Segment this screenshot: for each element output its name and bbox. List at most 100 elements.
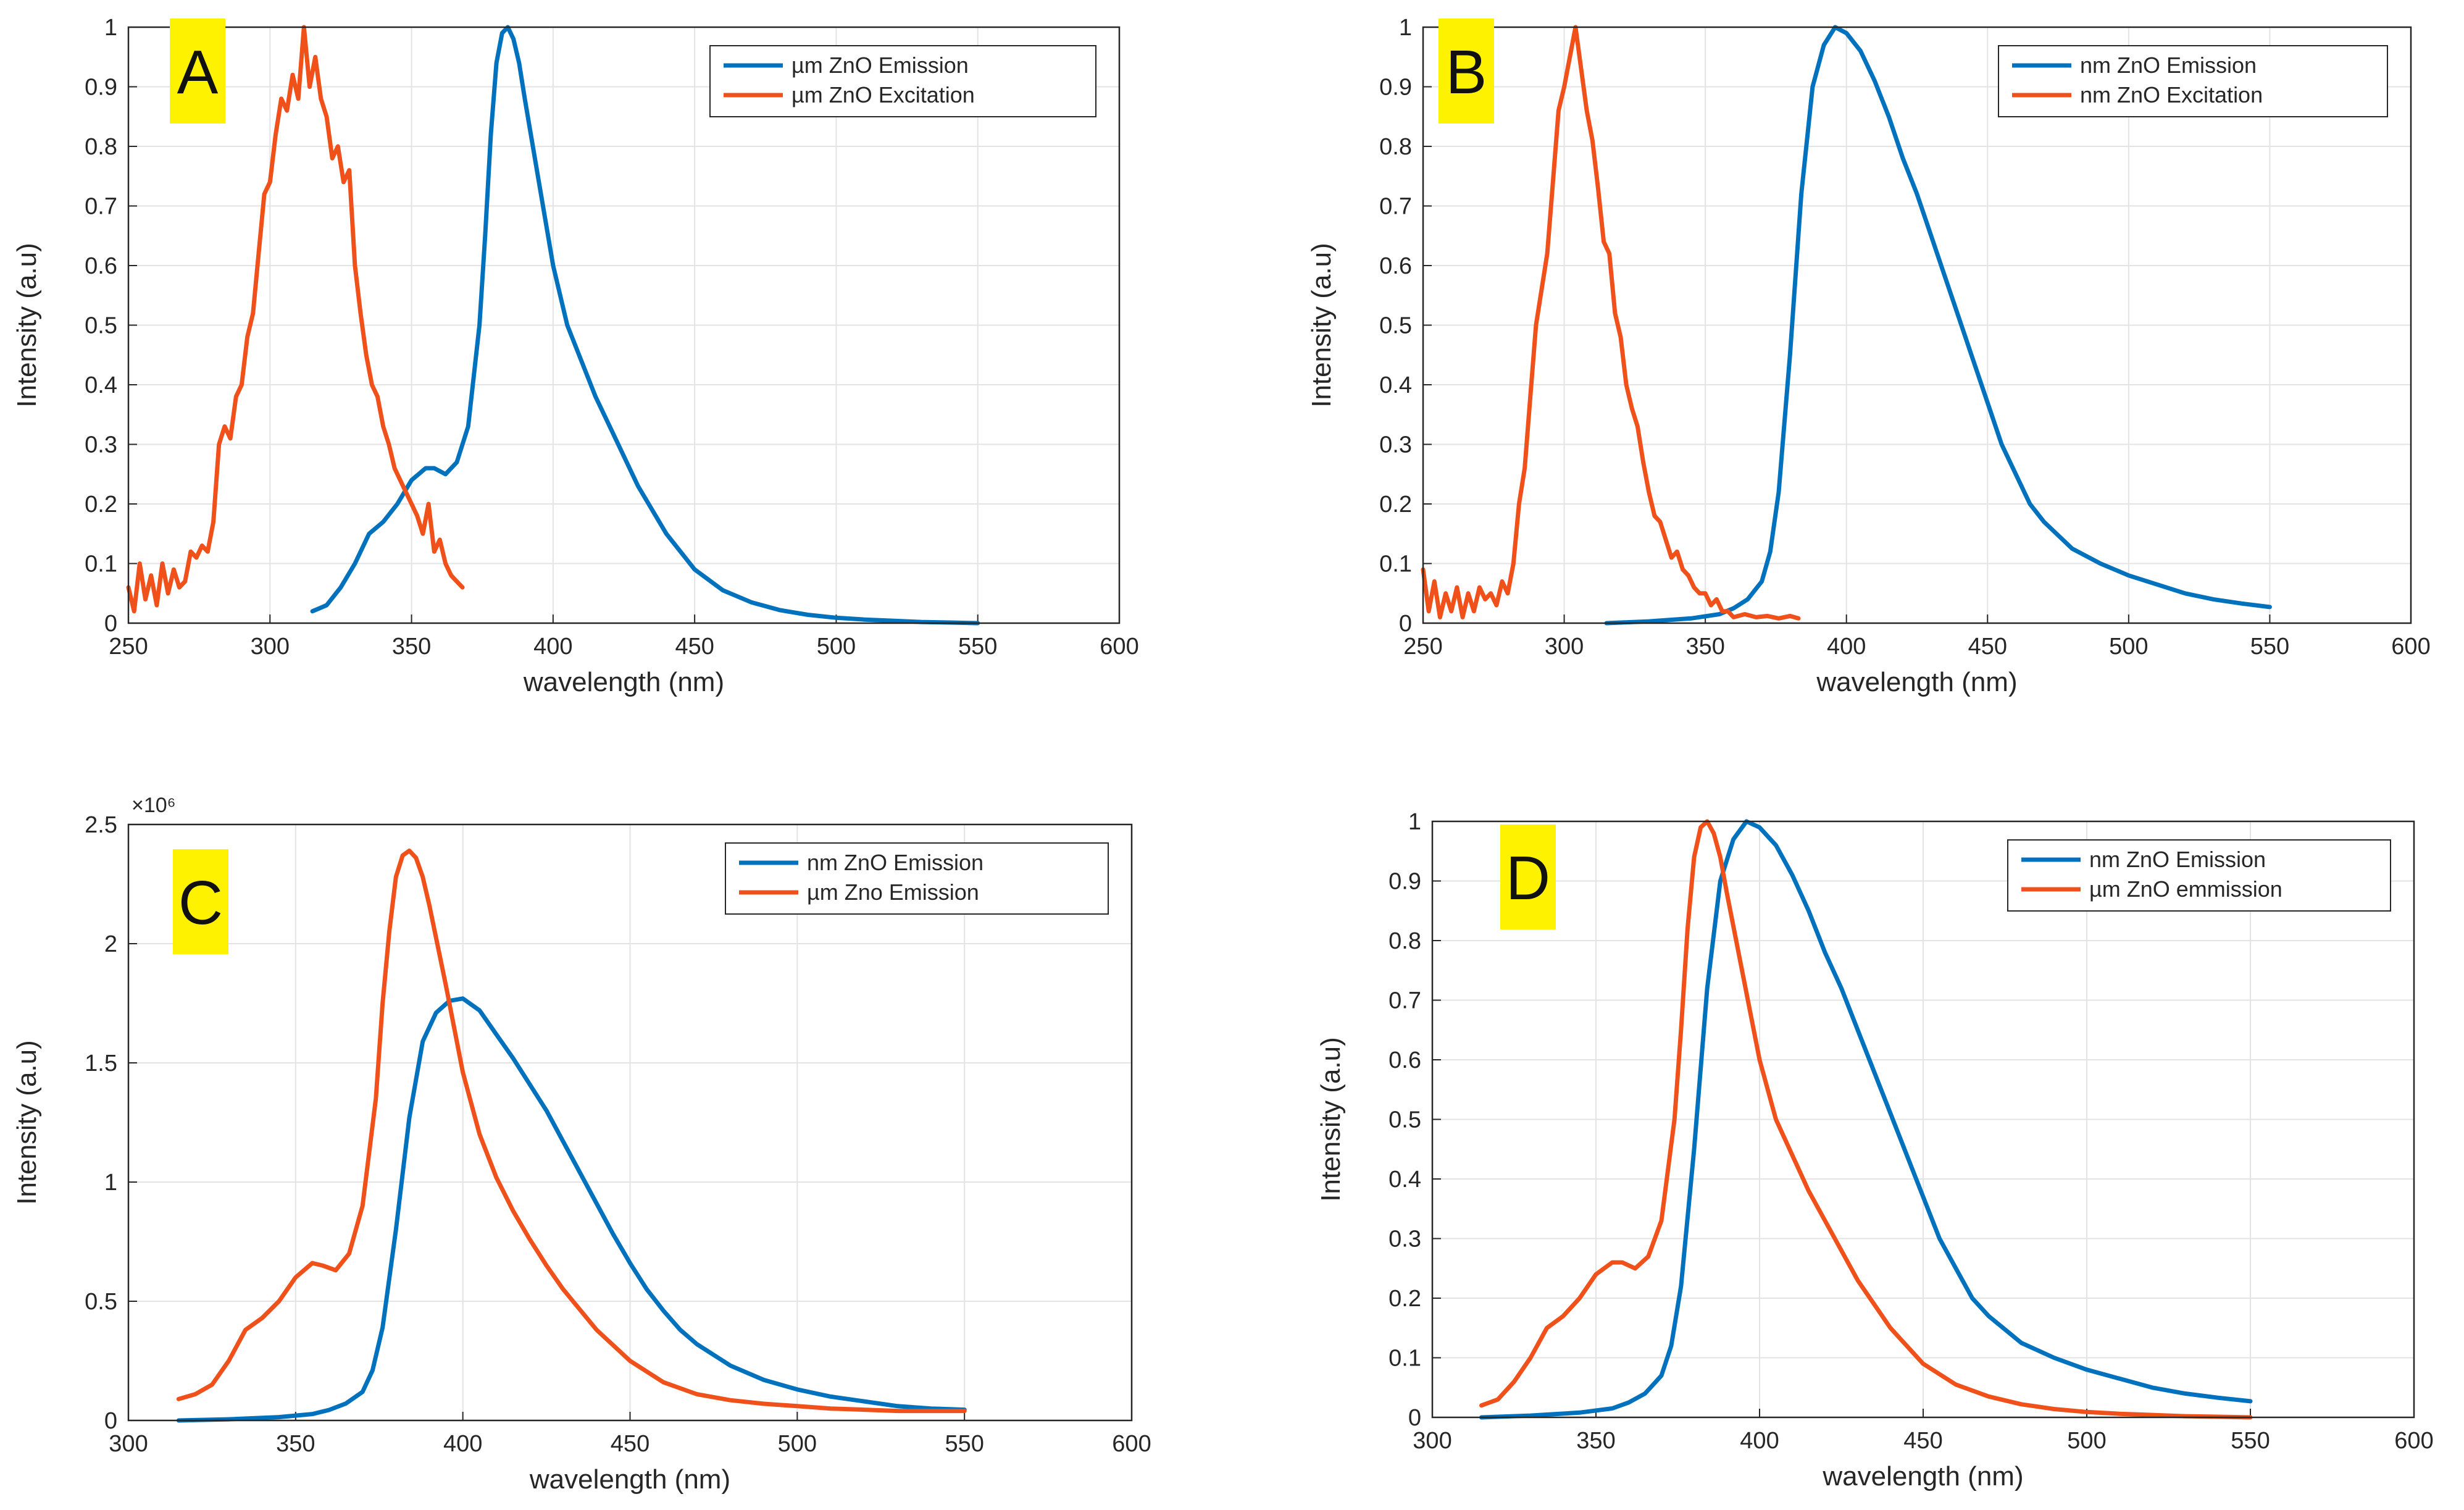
legend-entry: µm ZnO emmission	[2089, 876, 2282, 902]
series-line-blue	[1604, 25, 2272, 626]
x-tick-label: 400	[443, 1431, 482, 1457]
legend-entry: nm ZnO Emission	[2080, 52, 2257, 78]
axes-box	[1422, 26, 2412, 624]
y-tick-label: 2	[104, 931, 117, 957]
legend: µm ZnO Emission µm ZnO Excitation	[709, 45, 1096, 117]
x-tick-label: 300	[251, 634, 290, 660]
x-tick-label: 600	[2394, 1428, 2433, 1454]
x-tick-label: 450	[1903, 1428, 1942, 1454]
axes-box	[1431, 820, 2415, 1419]
y-tick-label: 0.8	[1379, 134, 1412, 160]
y-axis-label: Intensity (a.u)	[12, 243, 42, 408]
x-tick-label: 450	[611, 1431, 649, 1457]
y-tick-label: 0.9	[1379, 75, 1412, 101]
y-tick-label: 0.4	[85, 372, 117, 398]
y-tick-label: 0.1	[1379, 552, 1412, 577]
y-tick-label: 0.2	[1379, 492, 1412, 518]
y-tick-label: 0	[104, 1408, 117, 1434]
panel-tag-label: C	[178, 868, 223, 937]
y-tick-label: 0.6	[1389, 1047, 1421, 1073]
y-tick-label: 1	[104, 15, 117, 41]
x-tick-label: 450	[675, 634, 714, 660]
series-line-blue	[1479, 819, 2253, 1420]
series-line-blue	[176, 996, 967, 1423]
x-tick-label: 350	[276, 1431, 315, 1457]
x-tick-label: 400	[1827, 634, 1866, 660]
y-tick-label: 0.5	[1389, 1107, 1421, 1133]
y-tick-label: 0.3	[85, 432, 117, 458]
legend-box	[1998, 45, 2388, 117]
x-axis-label: wavelength (nm)	[529, 1464, 730, 1495]
x-tick-label: 300	[1413, 1428, 1451, 1454]
legend-entry: nm ZnO Excitation	[2080, 82, 2263, 107]
x-tick-label: 600	[1100, 634, 1138, 660]
chart-panel-c: 300 350 400 450 500 550 600 0 0.5 1 1.5 2 2.5 ×10⁶ wav…	[12, 794, 1151, 1495]
y-tick-label: 0.6	[1379, 253, 1412, 279]
chart-panel-a: 250 300 350 400 450 500 550 600 0 0.1 0.2 0.3 0.4 0.5…	[12, 15, 1139, 697]
panel-tag-background	[1500, 824, 1556, 929]
x-tick-label: 600	[2391, 634, 2430, 660]
legend-box	[2007, 839, 2391, 912]
y-axis-label: Intensity (a.u)	[12, 1040, 42, 1205]
x-tick-label: 300	[109, 1431, 148, 1457]
x-tick-label: 450	[1968, 634, 2007, 660]
x-tick-label: 400	[533, 634, 572, 660]
x-tick-label: 550	[2231, 1428, 2270, 1454]
legend: nm ZnO Emission µm ZnO emmission	[2007, 839, 2391, 912]
legend-entry: nm ZnO Emission	[2089, 847, 2266, 872]
y-tick-label: 0	[1408, 1405, 1421, 1431]
panel-tag-background	[173, 849, 228, 954]
y-tick-label: 1	[1408, 809, 1421, 835]
y-tick-label: 0.7	[1389, 988, 1421, 1014]
x-tick-label: 350	[1576, 1428, 1615, 1454]
x-axis-label: wavelength (nm)	[1822, 1461, 2023, 1491]
legend: nm ZnO Emission µm Zno Emission	[725, 842, 1109, 915]
series-line-blue	[310, 25, 980, 626]
y-tick-label: 1.5	[85, 1051, 117, 1076]
y-tick-label: 0.8	[1389, 928, 1421, 954]
y-tick-label: 0.9	[85, 75, 117, 101]
axes-box	[127, 823, 1133, 1422]
legend: nm ZnO Emission nm ZnO Excitation	[1998, 45, 2388, 117]
x-axis-label: wavelength (nm)	[523, 667, 724, 697]
chart-panel-d: 300 350 400 450 500 550 600 0 0.1 0.2 0.3 0.4 0.5 0.6…	[1316, 809, 2434, 1491]
y-tick-label: 0.2	[85, 492, 117, 518]
x-tick-label: 550	[2250, 634, 2289, 660]
y-axis-label: Intensity (a.u)	[1316, 1037, 1346, 1202]
legend-entry: µm ZnO Emission	[791, 52, 969, 78]
y-tick-label: 0	[1399, 611, 1412, 637]
series-line-orange	[176, 849, 967, 1414]
panel-tag-label: B	[1446, 38, 1487, 107]
y-axis-label: Intensity (a.u)	[1306, 243, 1337, 408]
y-tick-label: 0.3	[1389, 1227, 1421, 1252]
legend-entry: µm Zno Emission	[807, 879, 979, 905]
x-tick-label: 250	[1403, 634, 1442, 660]
x-tick-label: 250	[109, 634, 148, 660]
x-tick-label: 600	[1112, 1431, 1151, 1457]
x-tick-label: 400	[1740, 1428, 1779, 1454]
y-tick-label: 0.7	[1379, 194, 1412, 220]
y-tick-label: 0.5	[1379, 313, 1412, 339]
y-tick-label: 0.3	[1379, 432, 1412, 458]
y-tick-label: 1	[104, 1170, 117, 1196]
y-tick-label: 0.8	[85, 134, 117, 160]
x-tick-label: 300	[1545, 634, 1584, 660]
series-line-orange	[1479, 819, 2253, 1420]
y-tick-label: 0.7	[85, 194, 117, 220]
legend-box	[709, 45, 1096, 117]
series-line-orange	[1421, 25, 1801, 621]
x-tick-label: 350	[392, 634, 431, 660]
panel-tag-background	[1439, 19, 1494, 124]
y-tick-label: 0.4	[1379, 372, 1412, 398]
x-axis-label: wavelength (nm)	[1816, 667, 2017, 697]
y-tick-label: 0.4	[1389, 1167, 1421, 1193]
x-tick-label: 500	[817, 634, 856, 660]
legend-box	[725, 842, 1109, 915]
x-tick-label: 550	[958, 634, 997, 660]
y-tick-label: 1	[1399, 15, 1412, 41]
x-tick-label: 500	[2067, 1428, 2106, 1454]
panel-tag-label: D	[1506, 844, 1550, 913]
y-tick-label: 0.2	[1389, 1286, 1421, 1312]
x-tick-label: 500	[778, 1431, 817, 1457]
chart-panel-b: 250 300 350 400 450 500 550 600 0 0.1 0.2 0.3 0.4 0.5…	[1306, 15, 2431, 697]
